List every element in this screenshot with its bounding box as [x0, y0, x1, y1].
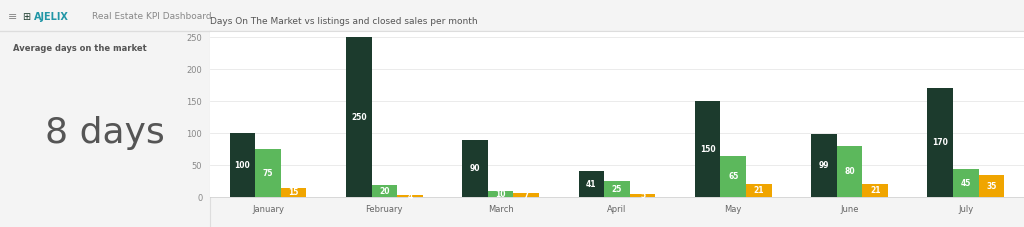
Bar: [281, 188, 306, 197]
Bar: [397, 195, 423, 197]
Text: 10: 10: [496, 190, 506, 199]
Bar: [928, 88, 953, 197]
Text: 90: 90: [470, 164, 480, 173]
Text: 21: 21: [754, 186, 764, 195]
Text: 80: 80: [844, 167, 855, 176]
Bar: [630, 194, 655, 197]
Bar: [346, 37, 372, 197]
Text: AJELIX: AJELIX: [34, 12, 69, 22]
Bar: [837, 146, 862, 197]
Text: Days On The Market vs listings and closed sales per month: Days On The Market vs listings and close…: [210, 17, 477, 26]
Text: 41: 41: [586, 180, 597, 189]
Bar: [862, 184, 888, 197]
Bar: [695, 101, 721, 197]
Text: 150: 150: [699, 145, 716, 154]
Text: 20: 20: [379, 187, 389, 196]
Bar: [721, 156, 746, 197]
Text: ≡: ≡: [8, 12, 17, 22]
Text: 170: 170: [932, 138, 948, 148]
Text: ⊞: ⊞: [23, 12, 31, 22]
Text: 99: 99: [819, 161, 829, 170]
Bar: [979, 175, 1005, 197]
Text: 75: 75: [263, 169, 273, 178]
Bar: [513, 193, 539, 197]
Text: 5: 5: [640, 191, 645, 200]
Bar: [229, 133, 255, 197]
Bar: [746, 184, 772, 197]
Text: 35: 35: [986, 182, 996, 191]
Bar: [811, 134, 837, 197]
Text: 25: 25: [611, 185, 623, 194]
Text: Real Estate KPI Dashboard: Real Estate KPI Dashboard: [92, 12, 212, 21]
Bar: [462, 140, 487, 197]
Text: 65: 65: [728, 172, 738, 181]
Text: 45: 45: [961, 179, 971, 188]
Text: Average days on the market: Average days on the market: [12, 44, 146, 53]
Bar: [604, 181, 630, 197]
Text: 4: 4: [408, 192, 413, 201]
Text: 21: 21: [870, 186, 881, 195]
Text: 8 days: 8 days: [45, 116, 165, 150]
Text: 250: 250: [351, 113, 367, 122]
Bar: [579, 171, 604, 197]
Bar: [953, 169, 979, 197]
Text: 15: 15: [289, 188, 299, 197]
Text: 7: 7: [523, 191, 529, 200]
Bar: [372, 185, 397, 197]
Bar: [487, 191, 513, 197]
Text: 100: 100: [234, 161, 250, 170]
Bar: [255, 149, 281, 197]
